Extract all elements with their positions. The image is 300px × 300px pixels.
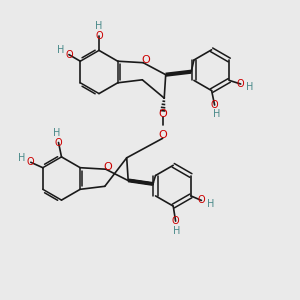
- Text: O: O: [158, 130, 167, 140]
- Text: O: O: [211, 100, 218, 110]
- Text: O: O: [198, 195, 205, 206]
- Text: H: H: [18, 153, 26, 164]
- Text: H: H: [95, 21, 103, 32]
- Text: H: H: [213, 110, 220, 119]
- Text: H: H: [53, 128, 60, 138]
- Text: O: O: [27, 157, 34, 167]
- Text: O: O: [172, 216, 179, 226]
- Text: H: H: [246, 82, 253, 92]
- Text: O: O: [237, 79, 244, 89]
- Text: H: H: [57, 45, 64, 55]
- Text: O: O: [141, 55, 150, 65]
- Text: O: O: [104, 162, 112, 172]
- Text: H: H: [173, 226, 181, 236]
- Text: O: O: [55, 137, 62, 148]
- Text: O: O: [65, 50, 73, 60]
- Text: O: O: [95, 31, 103, 41]
- Text: H: H: [206, 199, 214, 209]
- Text: O: O: [158, 109, 167, 119]
